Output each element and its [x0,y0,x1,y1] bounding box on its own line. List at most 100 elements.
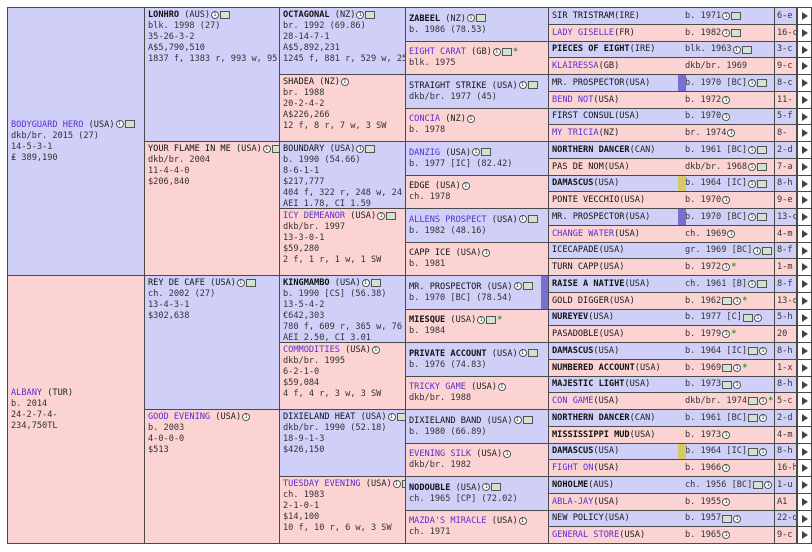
photo-icon[interactable] [722,380,733,389]
info-icon[interactable]: i [759,414,768,422]
info-icon[interactable]: i [748,146,757,154]
info-icon[interactable]: i [482,483,491,491]
info-icon[interactable]: i [236,278,245,287]
horse-name[interactable]: NODOUBLE [409,482,451,493]
info-icon[interactable]: i [387,412,396,421]
info-icon[interactable]: i [472,148,481,156]
photo-icon[interactable] [757,280,768,288]
horse-name[interactable]: ICY DEMEANOR [283,211,346,221]
expand-arrow-icon[interactable] [797,342,812,360]
sire-cell[interactable]: NODOUBLE (USA) i ch. 1965 [CP] (72.02) [405,476,549,511]
horse-name[interactable]: MAZDA'S MIRACLE [409,516,487,526]
expand-arrow-icon[interactable] [797,208,812,226]
horse-name[interactable]: MR. PROSPECTOR [409,281,482,292]
horse-name[interactable]: NORTHERN DANCER [552,412,630,423]
dam-cell[interactable]: GENERAL STORE (USA) b. 1965 i 9-c [548,526,797,544]
horse-name[interactable]: ALBANY [11,387,43,398]
info-icon[interactable]: i [262,144,271,153]
expand-arrow-icon[interactable] [797,275,812,293]
horse-name[interactable]: MAJESTIC LIGHT [552,379,625,389]
photo-icon[interactable] [475,14,486,22]
dam-cell[interactable]: BEND NOT (USA) b. 1972 i 11- [548,91,797,109]
horse-name[interactable]: EVENING SILK [409,449,472,459]
sire-cell[interactable]: NOHOLME (AUS) ch. 1956 [BC] i 1-u [548,476,797,494]
photo-icon[interactable] [481,148,492,156]
info-icon[interactable]: i [722,12,731,20]
sire-cell[interactable]: MAJESTIC LIGHT (USA) b. 1973 i 8-h [548,376,797,393]
dam-cell[interactable]: MIESQUE (USA) i * b. 1984 [405,309,549,343]
photo-icon[interactable] [748,347,759,355]
photo-icon[interactable] [757,213,768,221]
info-icon[interactable]: i [466,114,475,123]
expand-arrow-icon[interactable] [797,292,812,310]
info-icon[interactable]: i [392,479,401,488]
expand-arrow-icon[interactable] [797,225,812,243]
info-icon[interactable]: i [518,349,527,357]
info-icon[interactable]: i [727,230,736,238]
expand-arrow-icon[interactable] [797,392,812,410]
dam-cell[interactable]: TURN CAPP (USA) b. 1972 i * 1-m [548,258,797,276]
horse-name[interactable]: PAS DE NOM [552,161,604,172]
info-icon[interactable]: i [722,29,731,37]
photo-icon[interactable] [762,246,773,255]
info-icon[interactable]: i [361,278,370,287]
horse-name[interactable]: GOOD EVENING [148,412,211,422]
expand-arrow-icon[interactable] [797,526,812,544]
photo-icon[interactable] [522,282,533,290]
horse-name[interactable]: MR. PROSPECTOR [552,211,625,222]
dam-cell[interactable]: YOUR FLAME IN ME (USA) i dkb/br. 2004 11-4-… [144,141,280,276]
dam-cell[interactable]: EVENING SILK (USA) i dkb/br. 1982 [405,443,549,477]
expand-arrow-icon[interactable] [797,409,812,427]
info-icon[interactable]: i [732,45,741,54]
dam-cell[interactable]: PONTE VECCHIO (USA) b. 1970 i 9-e [548,191,797,209]
info-icon[interactable]: i [518,516,527,525]
expand-arrow-icon[interactable] [797,309,812,326]
horse-name[interactable]: BOUNDARY [283,144,325,154]
photo-icon[interactable] [220,10,231,19]
photo-icon[interactable] [722,364,733,372]
horse-name[interactable]: DIXIELAND HEAT [283,412,356,422]
sire-cell[interactable]: PIECES OF EIGHT (IRE) blk. 1963 i 3-c [548,41,797,58]
horse-name[interactable]: DIXIELAND BAND [409,415,482,426]
expand-arrow-icon[interactable] [797,242,812,259]
info-icon[interactable]: i [513,282,522,290]
horse-name[interactable]: NOHOLME [552,479,589,490]
expand-arrow-icon[interactable] [797,443,812,460]
info-icon[interactable]: i [461,181,470,190]
horse-name[interactable]: DAMASCUS [552,345,594,356]
info-icon[interactable]: i [753,313,762,322]
horse-name[interactable]: BEND NOT [552,94,594,105]
expand-arrow-icon[interactable] [797,510,812,527]
photo-icon[interactable] [501,47,512,56]
info-icon[interactable]: i [492,47,501,56]
expand-arrow-icon[interactable] [797,376,812,393]
dam-cell[interactable]: ICY DEMEANOR (USA) i dkb/br. 1997 13-3-0-1 $… [279,208,406,276]
photo-icon[interactable] [748,414,759,422]
expand-arrow-icon[interactable] [797,459,812,477]
dam-cell[interactable]: FIGHT ON (USA) b. 1966 i 16-h [548,459,797,477]
photo-icon[interactable] [722,514,733,523]
info-icon[interactable]: i [748,179,757,188]
info-icon[interactable]: i [722,431,731,439]
sire-cell[interactable]: NORTHERN DANCER (CAN) b. 1961 [BC] i 2-d [548,409,797,427]
info-icon[interactable]: i [211,10,220,19]
photo-icon[interactable] [722,297,733,305]
horse-name[interactable]: ABLA-JAY [552,496,594,507]
info-icon[interactable]: i [477,315,486,324]
dam-cell[interactable]: SHADEA (NZ) i br. 1988 20-2-4-2 A$226,266 12 … [279,74,406,142]
expand-arrow-icon[interactable] [797,141,812,159]
horse-name[interactable]: ICECAPADE [552,245,599,255]
info-icon[interactable]: i [518,215,527,223]
dam-cell[interactable]: CAPP ICE (USA) i b. 1981 [405,242,549,276]
horse-name[interactable]: DAMASCUS [552,446,594,456]
expand-arrow-icon[interactable] [797,91,812,109]
dam-cell[interactable]: MY TRICIA (NZ) br. 1974 i 8- [548,124,797,142]
horse-name[interactable]: GENERAL STORE [552,529,620,540]
info-icon[interactable]: i [340,77,349,86]
info-icon[interactable]: i [733,380,742,389]
info-icon[interactable]: i [722,112,731,121]
sire-cell[interactable]: ICECAPADE (USA) gr. 1969 [BC] i 8-f [548,242,797,259]
sire-cell[interactable]: NORTHERN DANCER (CAN) b. 1961 [BC] i 2-d [548,141,797,159]
sire-cell[interactable]: ALLENS PROSPECT (USA) i b. 1982 (48.16) [405,208,549,243]
horse-name[interactable]: PRIVATE ACCOUNT [409,348,487,359]
